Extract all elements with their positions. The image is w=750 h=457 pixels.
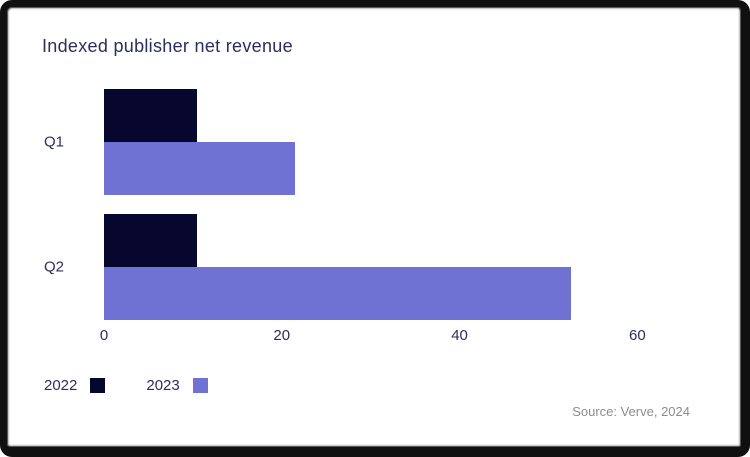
bar-2022-q1 <box>104 89 198 142</box>
bar-group-q2: Q2 <box>44 214 664 320</box>
legend-swatch-2023 <box>192 377 208 393</box>
x-tick-label-40: 40 <box>451 327 468 344</box>
chart-title: Indexed publisher net revenue <box>42 36 293 56</box>
plot-area: Q1 Q2 <box>44 89 664 320</box>
category-label-q1: Q1 <box>44 133 65 151</box>
legend-label-2023: 2023 <box>146 376 180 394</box>
legend: 2022 2023 <box>44 376 249 394</box>
source-note: Source: Verve, 2024 <box>572 404 690 419</box>
legend-item-2022: 2022 <box>44 376 106 394</box>
bar-2023-q2 <box>104 267 571 320</box>
legend-swatch-2022 <box>90 377 106 393</box>
bar-2022-q2 <box>104 214 198 267</box>
legend-label-2022: 2022 <box>44 376 78 394</box>
bar-group-q1: Q1 <box>44 89 664 195</box>
bar-2023-q1 <box>104 142 296 195</box>
legend-item-2023: 2023 <box>146 376 208 394</box>
x-tick-label-0: 0 <box>99 327 109 344</box>
category-label-q2: Q2 <box>44 258 65 276</box>
x-tick-label-20: 20 <box>273 327 291 344</box>
x-axis: 0 20 40 60 <box>100 327 664 347</box>
x-tick-label-60: 60 <box>628 327 646 344</box>
